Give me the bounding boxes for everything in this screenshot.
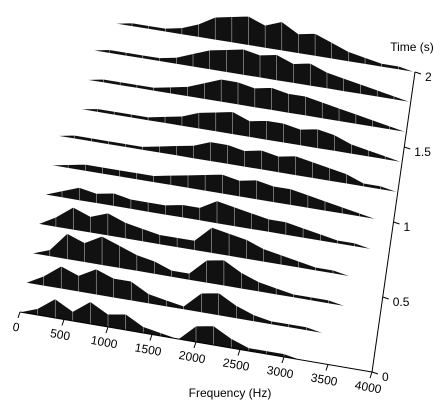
x-tick: [237, 349, 241, 356]
x-tick: [105, 326, 109, 334]
x-tick-label: 3500: [310, 370, 339, 388]
x-axis-label: Frequency (Hz): [189, 386, 272, 400]
y-tick: [393, 221, 400, 225]
slice-line: [32, 233, 381, 313]
y-tick: [382, 296, 389, 300]
slice-line: [63, 105, 403, 163]
slice-line: [69, 76, 407, 133]
x-tick-label: 3000: [266, 363, 295, 381]
x-tick-label: 2500: [222, 355, 251, 373]
slice-line: [81, 15, 416, 73]
y-tick-label: 1.5: [414, 145, 431, 159]
x-tick: [369, 371, 373, 379]
slice-line: [57, 134, 398, 193]
x-tick: [325, 364, 329, 371]
x-tick-label: 500: [49, 326, 71, 343]
slice-line: [75, 47, 411, 103]
x-tick: [281, 356, 285, 364]
x-tick-label: 1000: [90, 333, 119, 351]
x-tick-label: 2000: [178, 348, 207, 366]
slice-line: [50, 163, 394, 223]
x-tick: [149, 334, 153, 341]
y-tick-label: 1: [404, 220, 411, 234]
x-tick: [61, 319, 65, 326]
x-tick: [193, 341, 197, 349]
x-tick-label: 0: [12, 320, 21, 335]
y-tick-label: 0.5: [393, 295, 410, 309]
y-tick-label: 2: [425, 70, 432, 84]
x-tick: [17, 311, 21, 319]
slice-line: [44, 187, 390, 253]
slice-line: [26, 265, 377, 343]
x-tick-label: 1500: [134, 340, 163, 358]
y-tick: [371, 371, 379, 375]
y-tick-label: 0: [382, 370, 389, 384]
y-axis-label: Time (s): [390, 40, 434, 54]
slice-line: [38, 206, 385, 283]
y-tick: [414, 71, 422, 75]
y-tick: [404, 146, 411, 150]
x-tick-label: 4000: [354, 378, 383, 396]
